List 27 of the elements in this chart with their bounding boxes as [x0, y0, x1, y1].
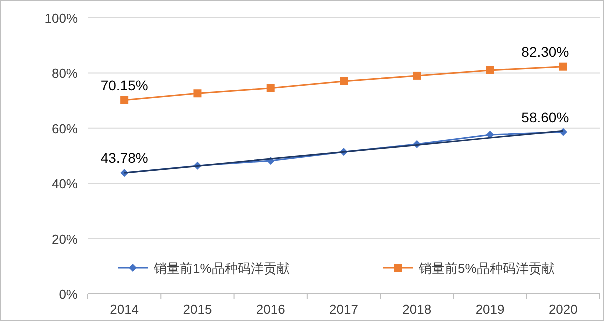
point: [340, 77, 348, 86]
data-label: 70.15%: [100, 77, 148, 94]
point: [486, 66, 494, 74]
point: [266, 84, 275, 92]
x-tick-label: 2015: [183, 302, 212, 317]
y-tick-label: 60%: [52, 121, 78, 136]
data-label: 43.78%: [100, 150, 148, 166]
y-tick-label: 40%: [52, 176, 78, 192]
point: [486, 131, 494, 140]
x-tick-label: 2019: [476, 302, 505, 317]
point: [120, 96, 129, 104]
legend-label: 销量前1%品种码洋贡献: [153, 261, 290, 276]
x-tick-label: 2020: [548, 302, 578, 317]
x-tick-label: 2018: [402, 302, 432, 317]
x-tick-label: 2017: [330, 302, 358, 317]
y-tick-label: 100%: [44, 11, 78, 26]
y-tick-label: 80%: [52, 66, 78, 82]
legend-label: 销量前5%品种码洋贡献: [418, 261, 555, 276]
x-tick-label: 2014: [110, 302, 140, 317]
x-tick-label: 2016: [256, 302, 286, 317]
data-label: 82.30%: [522, 44, 570, 60]
point: [559, 62, 568, 71]
data-label: 58.60%: [522, 109, 570, 126]
y-tick-label: 0%: [59, 287, 78, 302]
point: [413, 72, 422, 80]
y-tick-label: 20%: [52, 232, 78, 247]
point: [194, 90, 202, 98]
